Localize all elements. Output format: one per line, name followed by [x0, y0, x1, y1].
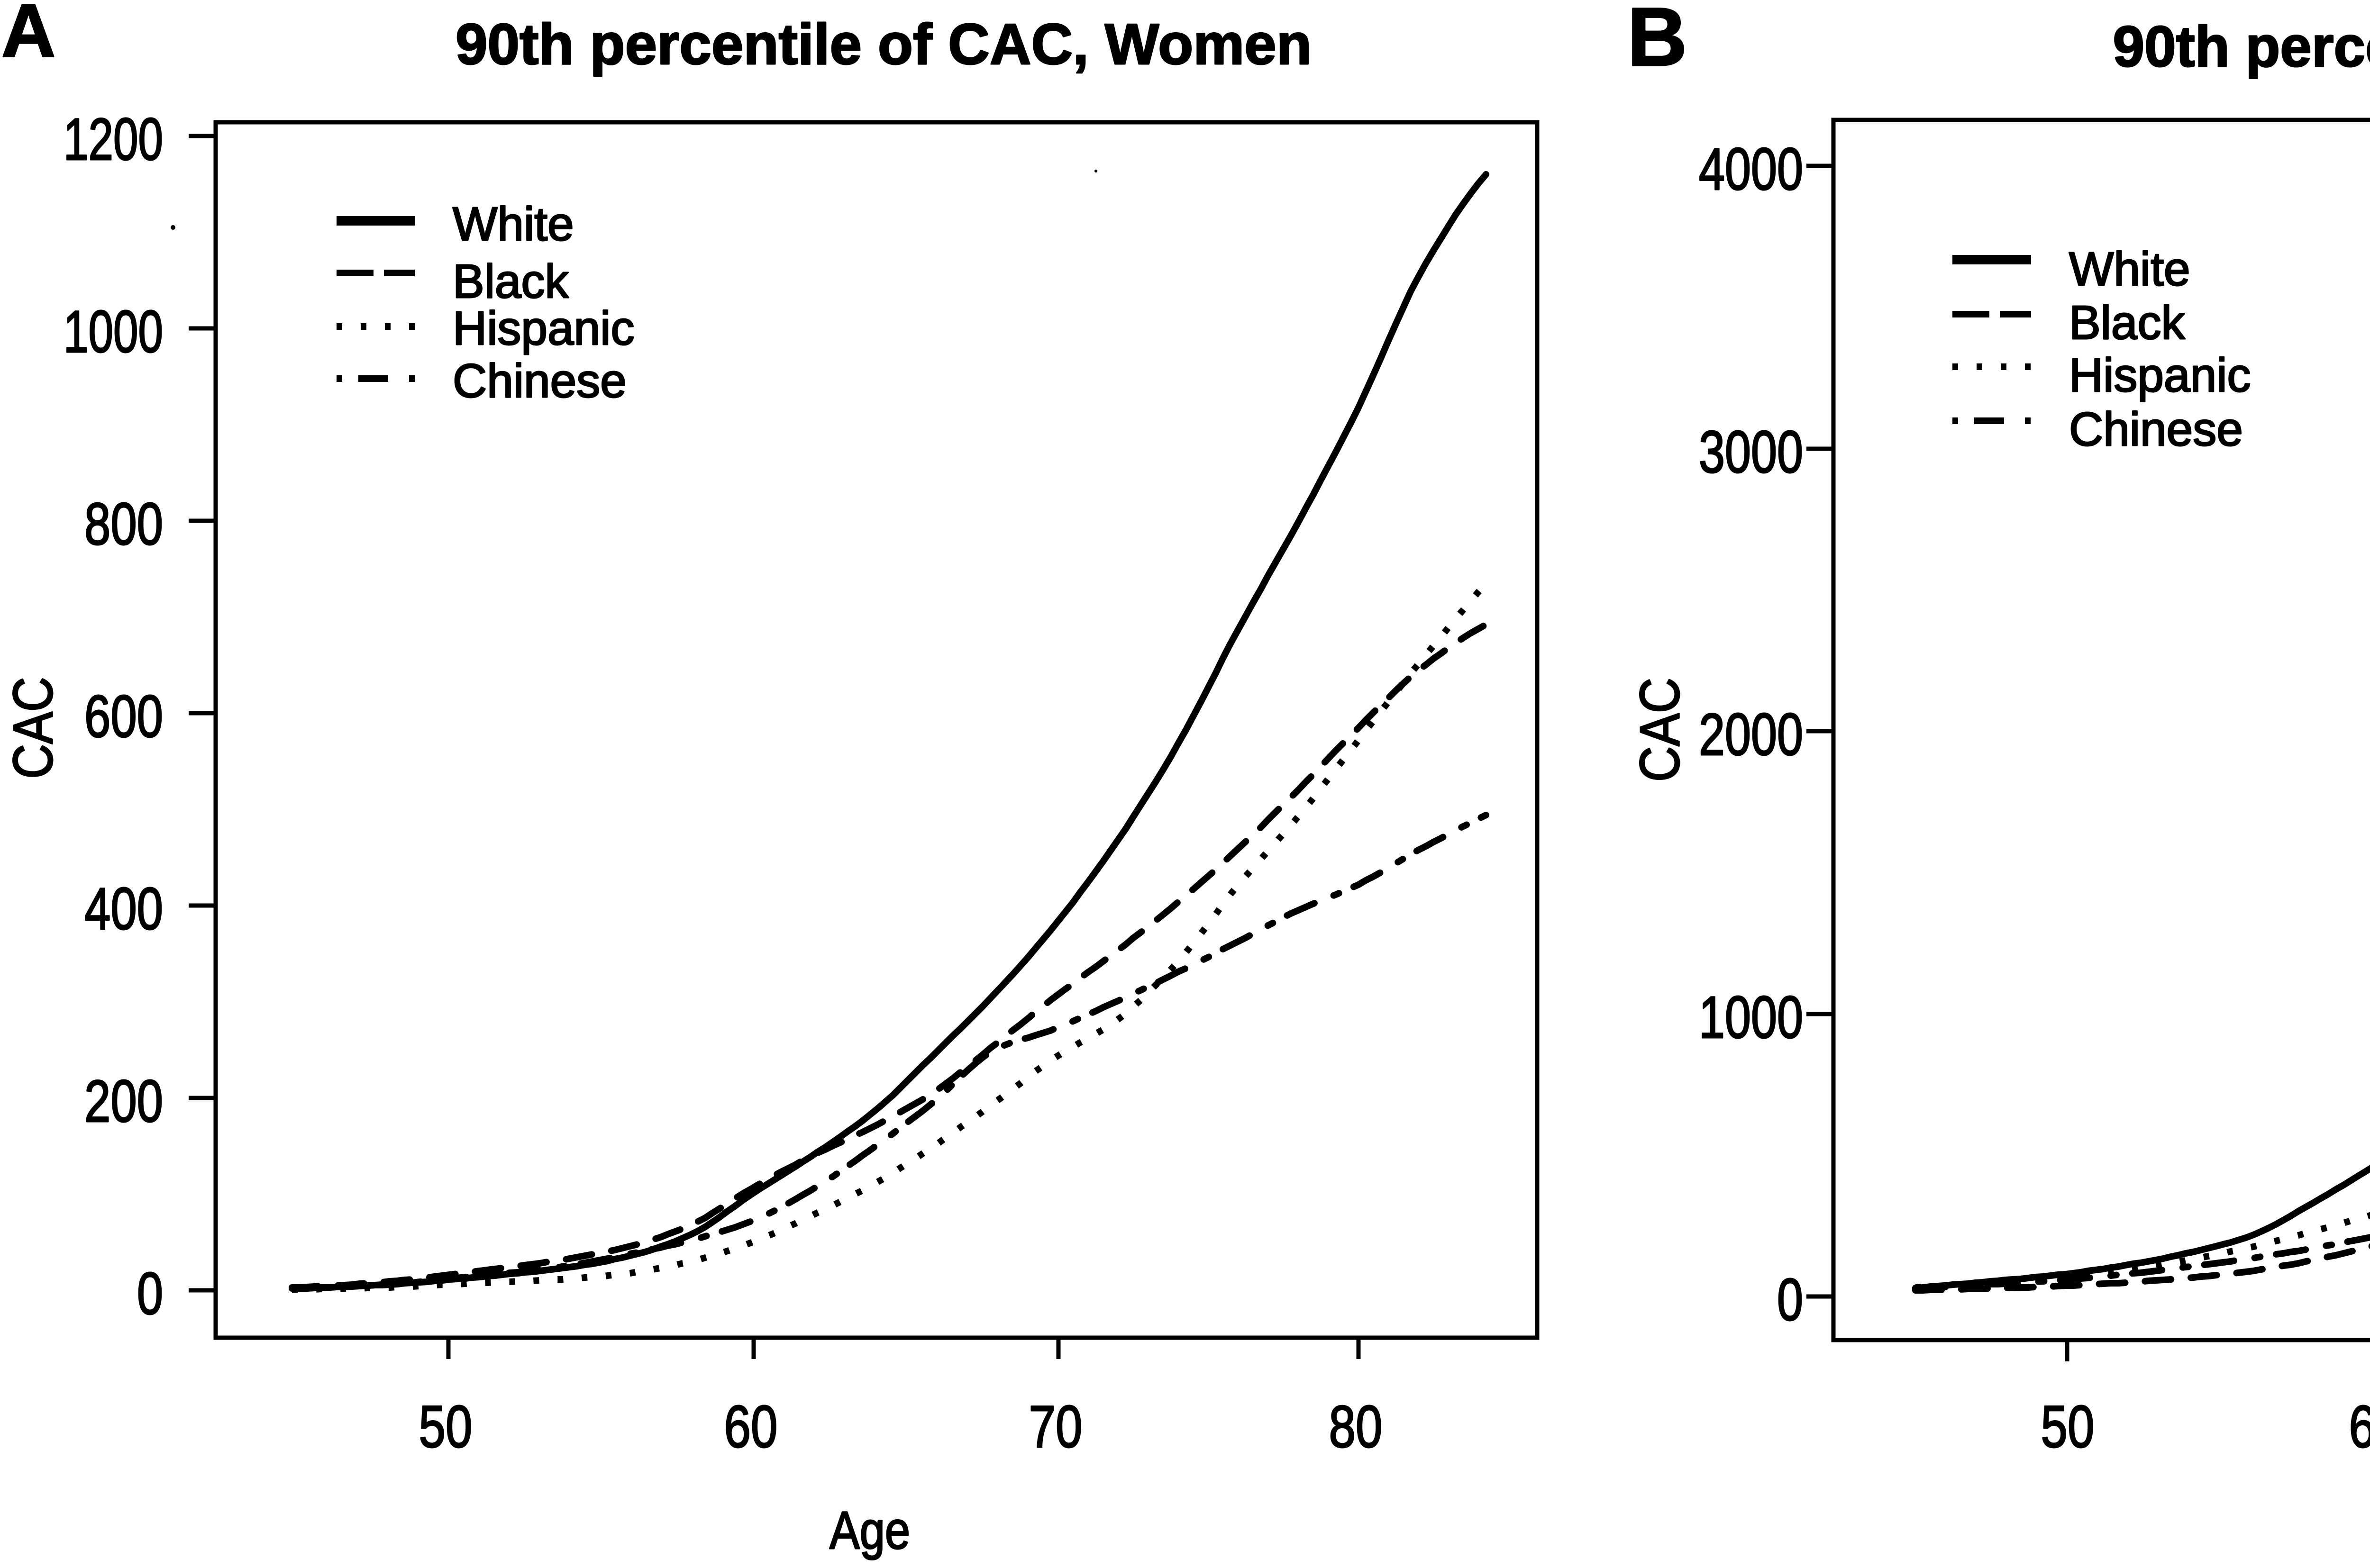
svg-text:Black: Black [453, 255, 569, 308]
svg-text:1000: 1000 [64, 299, 163, 365]
svg-text:0: 0 [137, 1261, 163, 1327]
svg-text:CAC: CAC [2, 677, 64, 779]
svg-text:Black: Black [2069, 296, 2186, 349]
svg-text:600: 600 [84, 684, 163, 750]
svg-text:90th percentile of CAC, Men: 90th percentile of CAC, Men [2113, 14, 2370, 79]
svg-text:50: 50 [2041, 1394, 2095, 1460]
svg-text:White: White [2069, 243, 2190, 296]
svg-text:400: 400 [84, 876, 163, 942]
svg-text:60: 60 [724, 1394, 778, 1460]
svg-text:800: 800 [84, 491, 163, 557]
svg-text:White: White [453, 198, 574, 251]
svg-text:2000: 2000 [1699, 702, 1803, 768]
svg-text:1000: 1000 [1699, 985, 1803, 1051]
svg-text:Chinese: Chinese [2069, 403, 2243, 456]
svg-text:70: 70 [1029, 1394, 1083, 1460]
svg-text:1200: 1200 [64, 107, 163, 172]
svg-text:Age: Age [830, 1501, 910, 1560]
svg-text:4000: 4000 [1699, 136, 1803, 202]
svg-text:CAC: CAC [1629, 678, 1691, 782]
svg-text:50: 50 [419, 1394, 473, 1460]
svg-text:Hispanic: Hispanic [453, 302, 635, 355]
svg-text:3000: 3000 [1699, 419, 1803, 485]
svg-text:200: 200 [84, 1069, 163, 1134]
svg-text:60: 60 [2349, 1394, 2370, 1460]
svg-text:B: B [1627, 0, 1687, 83]
svg-text:Hispanic: Hispanic [2069, 349, 2251, 402]
svg-text:A: A [1, 0, 55, 73]
svg-text:80: 80 [1329, 1394, 1383, 1460]
svg-text:0: 0 [1777, 1267, 1803, 1333]
svg-text:Chinese: Chinese [453, 354, 627, 408]
svg-text:90th percentile of CAC, Women: 90th percentile of CAC, Women [456, 12, 1312, 76]
